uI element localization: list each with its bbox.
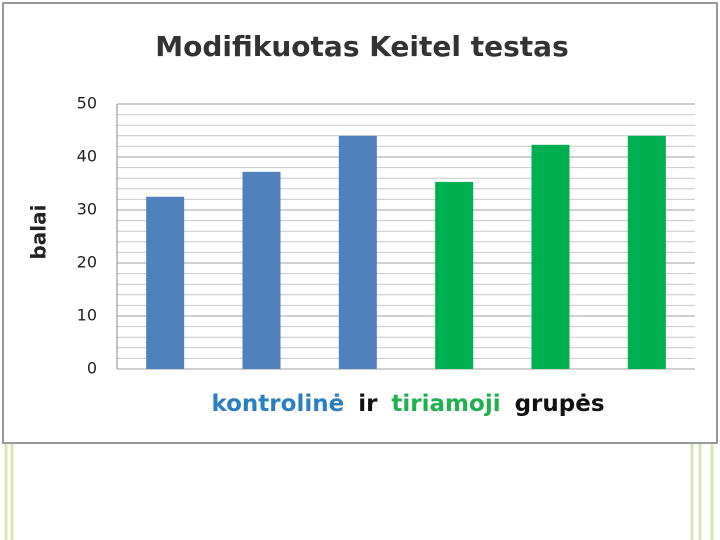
bar (146, 196, 185, 369)
bar (338, 135, 377, 369)
y-tick-label: 0 (87, 359, 97, 378)
bar (531, 144, 570, 369)
x-axis-label-part: tiriamoji (391, 391, 500, 417)
bar (242, 171, 281, 369)
decor-right (690, 444, 714, 540)
chart-title: Modifikuotas Keitel testas (155, 30, 568, 63)
y-tick-label: 20 (77, 253, 97, 272)
y-tick-label: 30 (77, 200, 97, 219)
x-axis-label-part: ir (358, 391, 378, 417)
x-axis-label: kontrolinė ir tiriamoji grupės (211, 391, 604, 417)
y-tick-label: 50 (77, 94, 97, 113)
y-tick-label: 10 (77, 306, 97, 325)
y-axis-label: balai (27, 204, 51, 259)
x-axis-label-part: kontrolinė (211, 391, 344, 417)
bar (627, 135, 666, 369)
y-tick-label: 40 (77, 147, 97, 166)
bar (435, 181, 474, 369)
x-axis-label-part: grupės (515, 391, 605, 417)
decor-left (4, 444, 14, 540)
